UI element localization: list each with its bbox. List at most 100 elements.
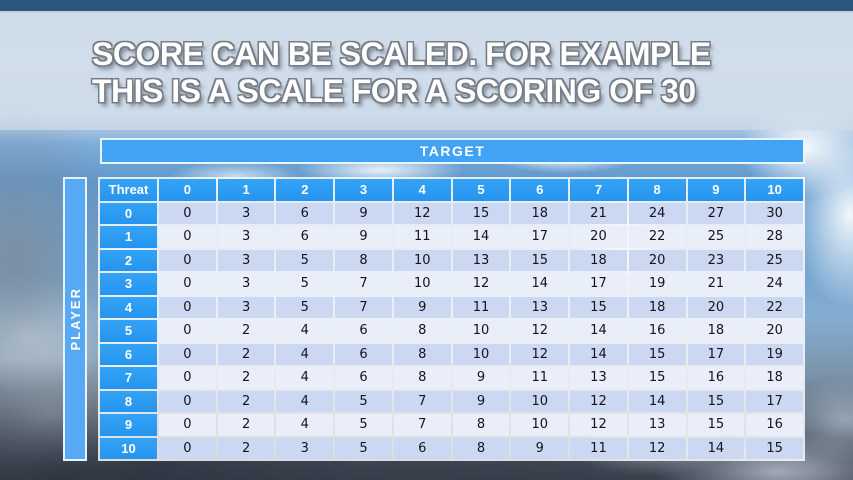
score-cell: 0 <box>159 296 216 318</box>
score-cell: 22 <box>628 226 686 248</box>
row-header-0: 0 <box>100 202 157 224</box>
score-cell: 19 <box>746 343 803 365</box>
score-cell: 2 <box>217 367 275 389</box>
column-header-0: 0 <box>159 179 216 201</box>
score-cell: 15 <box>687 390 745 412</box>
score-cell: 28 <box>746 226 803 248</box>
score-cell: 12 <box>393 202 451 224</box>
column-header-8: 8 <box>628 179 686 201</box>
score-cell: 4 <box>276 320 334 342</box>
column-header-6: 6 <box>511 179 569 201</box>
score-cell: 14 <box>570 320 627 342</box>
score-cell: 12 <box>511 343 569 365</box>
score-cell: 10 <box>511 414 569 436</box>
score-cell: 5 <box>335 390 392 412</box>
score-cell: 27 <box>687 202 745 224</box>
row-header-5: 5 <box>100 320 157 342</box>
score-cell: 15 <box>687 414 745 436</box>
score-cell: 23 <box>687 249 745 271</box>
player-header-bar: PLAYER <box>63 177 87 461</box>
score-cell: 0 <box>159 390 216 412</box>
score-cell: 12 <box>628 437 686 459</box>
score-cell: 2 <box>217 414 275 436</box>
score-cell: 20 <box>687 296 745 318</box>
column-header-4: 4 <box>393 179 451 201</box>
column-header-3: 3 <box>335 179 392 201</box>
score-cell: 0 <box>159 226 216 248</box>
score-cell: 5 <box>335 414 392 436</box>
score-cell: 19 <box>628 273 686 295</box>
score-cell: 18 <box>511 202 569 224</box>
score-cell: 6 <box>393 437 451 459</box>
score-cell: 25 <box>746 249 803 271</box>
score-cell: 2 <box>217 343 275 365</box>
score-cell: 0 <box>159 320 216 342</box>
score-cell: 15 <box>628 343 686 365</box>
score-cell: 13 <box>628 414 686 436</box>
score-cell: 24 <box>746 273 803 295</box>
column-header-5: 5 <box>452 179 510 201</box>
row-header-4: 4 <box>100 296 157 318</box>
score-cell: 15 <box>746 437 803 459</box>
score-cell: 6 <box>335 343 392 365</box>
slide-title: SCORE CAN BE SCALED. FOR EXAMPLE THIS IS… <box>92 36 711 110</box>
score-cell: 6 <box>335 367 392 389</box>
score-cell: 0 <box>159 273 216 295</box>
player-label: PLAYER <box>67 287 83 351</box>
score-cell: 3 <box>217 249 275 271</box>
score-cell: 5 <box>276 249 334 271</box>
score-cell: 4 <box>276 390 334 412</box>
score-cell: 20 <box>570 226 627 248</box>
row-header-10: 10 <box>100 437 157 459</box>
score-cell: 20 <box>628 249 686 271</box>
score-cell: 3 <box>217 273 275 295</box>
score-cell: 0 <box>159 202 216 224</box>
score-cell: 17 <box>511 226 569 248</box>
score-cell: 3 <box>217 202 275 224</box>
score-cell: 8 <box>393 343 451 365</box>
score-cell: 6 <box>276 226 334 248</box>
score-cell: 11 <box>452 296 510 318</box>
row-header-2: 2 <box>100 249 157 271</box>
score-cell: 0 <box>159 437 216 459</box>
column-header-1: 1 <box>217 179 275 201</box>
score-cell: 16 <box>687 367 745 389</box>
score-table: Threat 0 1 2 3 4 5 6 7 8 9 10 0 0 3 6 9 12 15 18 21 24 27 30 1 0 3… <box>98 177 805 461</box>
score-cell: 13 <box>511 296 569 318</box>
row-header-8: 8 <box>100 390 157 412</box>
score-cell: 16 <box>746 414 803 436</box>
score-cell: 14 <box>452 226 510 248</box>
score-cell: 2 <box>217 390 275 412</box>
score-cell: 15 <box>570 296 627 318</box>
score-cell: 7 <box>335 296 392 318</box>
score-cell: 0 <box>159 343 216 365</box>
score-cell: 8 <box>393 367 451 389</box>
score-cell: 14 <box>511 273 569 295</box>
score-cell: 8 <box>452 414 510 436</box>
score-cell: 10 <box>452 320 510 342</box>
score-cell: 14 <box>570 343 627 365</box>
row-header-1: 1 <box>100 226 157 248</box>
score-cell: 15 <box>628 367 686 389</box>
score-cell: 6 <box>335 320 392 342</box>
score-cell: 11 <box>393 226 451 248</box>
score-cell: 17 <box>687 343 745 365</box>
score-cell: 4 <box>276 343 334 365</box>
score-cell: 12 <box>452 273 510 295</box>
score-cell: 9 <box>393 296 451 318</box>
score-cell: 8 <box>393 320 451 342</box>
score-cell: 8 <box>452 437 510 459</box>
score-cell: 2 <box>217 437 275 459</box>
score-cell: 7 <box>393 414 451 436</box>
title-line-2: THIS IS A SCALE FOR A SCORING OF 30 <box>92 73 696 109</box>
score-cell: 15 <box>511 249 569 271</box>
score-cell: 10 <box>393 273 451 295</box>
score-cell: 14 <box>687 437 745 459</box>
row-header-9: 9 <box>100 414 157 436</box>
score-cell: 15 <box>452 202 510 224</box>
score-cell: 5 <box>276 273 334 295</box>
score-cell: 0 <box>159 367 216 389</box>
score-cell: 17 <box>570 273 627 295</box>
